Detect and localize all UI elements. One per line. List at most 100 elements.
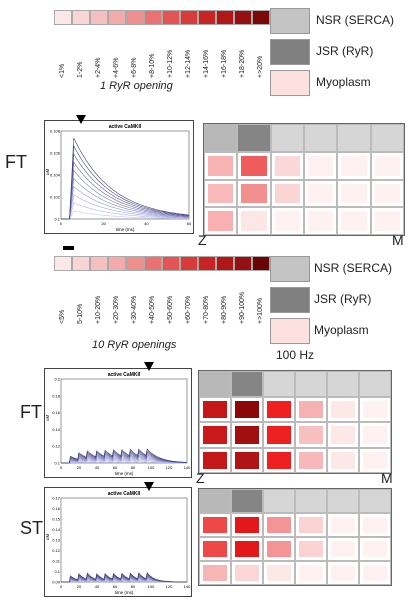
heatmap-cell-fill xyxy=(363,400,387,418)
heatmap-cell xyxy=(370,151,404,180)
heatmap-header-cell xyxy=(270,124,304,152)
y-tick-label: 0.102 xyxy=(50,195,61,200)
heatmap-cell-fill xyxy=(203,565,227,581)
heatmap-cell xyxy=(199,537,231,561)
heatmap-header-cell xyxy=(199,489,231,513)
scale-swatch xyxy=(198,10,216,25)
y-tick-label: 0.16 xyxy=(52,410,61,415)
x-tick-label: 60 xyxy=(113,584,118,589)
heatmap-cell-fill xyxy=(267,400,291,418)
y-tick-label: 0.104 xyxy=(50,173,61,178)
y-tick-label: 0.12 xyxy=(52,548,61,553)
heatmap-cell xyxy=(270,179,304,208)
heatmap-cell-fill xyxy=(299,451,323,469)
y-axis-label: uM xyxy=(45,414,50,421)
x-tick-label: 0 xyxy=(60,584,63,589)
heatmap-cell xyxy=(327,422,359,448)
heatmap-cell-fill xyxy=(241,155,267,176)
heatmap-cell xyxy=(359,537,391,561)
heatmap-grid-st xyxy=(198,488,392,586)
plot-series-line xyxy=(61,177,190,220)
heatmap-header-cell xyxy=(327,489,359,513)
scale-tick-label: +14-16% xyxy=(203,49,210,78)
heatmap-cell xyxy=(204,179,238,208)
scale-swatch xyxy=(234,10,252,25)
heatmap-cell xyxy=(295,561,327,585)
heatmap-cell xyxy=(237,179,271,208)
y-tick-label: 0.14 xyxy=(52,427,61,432)
heatmap-cell-fill xyxy=(235,541,259,557)
heatmap-cell-fill xyxy=(363,565,387,581)
heatmap-header-cell xyxy=(370,124,404,152)
plot-series-line xyxy=(61,461,187,464)
scale-swatch xyxy=(144,256,162,271)
heatmap-cell-fill xyxy=(363,451,387,469)
heatmap-cell-fill xyxy=(235,426,259,444)
x-tick-label: 100 xyxy=(148,465,155,470)
legend-label: Myoplasm xyxy=(314,323,369,337)
plot-series-line xyxy=(61,186,190,220)
plot-series-line xyxy=(61,571,187,583)
heatmap-cell-fill xyxy=(274,155,300,176)
x-tick-label: 20 xyxy=(77,584,82,589)
heatmap-cell xyxy=(327,396,359,422)
heatmap-cell xyxy=(237,151,271,180)
heatmap-cell xyxy=(303,151,338,180)
heatmap-cell xyxy=(337,151,371,180)
scale-swatch xyxy=(90,256,108,271)
y-tick-label: 0.12 xyxy=(52,444,61,449)
y-axis-label: uM xyxy=(45,168,50,175)
y-tick-label: 0.17 xyxy=(52,496,61,501)
heatmap-cell xyxy=(231,513,263,537)
plot-series-line xyxy=(61,202,189,220)
scale-swatch xyxy=(234,256,252,271)
m-label-bottom: M xyxy=(381,470,393,486)
scale-swatch xyxy=(72,256,90,271)
st-label: ST xyxy=(20,518,44,538)
plot-title: active CaMKII xyxy=(109,124,142,130)
x-axis-label: time (ms) xyxy=(115,471,134,476)
time-marker-icon xyxy=(144,482,154,491)
legend-swatch xyxy=(270,318,310,344)
compartment-legend-top: NSR (SERCA) JSR (RyR) Myoplasm xyxy=(270,8,410,108)
heatmap-header-cell xyxy=(295,489,327,513)
camkii-plot-ft: active CaMKII 0.2 0.18 0.16 0.14 0.12 0.1 0 20 40… xyxy=(44,368,192,478)
plot-series-line xyxy=(61,161,190,220)
heatmap-header-cell xyxy=(359,371,391,397)
heatmap-cell-fill xyxy=(208,155,234,176)
heatmap-cell-fill xyxy=(331,400,355,418)
heatmap-cell-fill xyxy=(331,451,355,469)
heatmap-cell-fill xyxy=(331,517,355,533)
legend-label: NSR (SERCA) xyxy=(316,13,395,27)
scale-tick-label: +16-18% xyxy=(221,49,228,78)
heatmap-cell-fill xyxy=(241,183,267,204)
x-tick-label: 40 xyxy=(95,465,100,470)
heatmap-cell xyxy=(327,513,359,537)
x-axis-label: time (ms) xyxy=(115,590,134,595)
heatmap-cell-fill xyxy=(374,155,400,176)
heatmap-cell-fill xyxy=(307,183,334,204)
heatmap-header-cell xyxy=(263,489,295,513)
x-axis-label: time (ms) xyxy=(116,227,135,232)
plot-frame xyxy=(60,378,188,464)
plot-series-line xyxy=(61,145,190,220)
heatmap-cell-fill xyxy=(374,211,400,231)
heatmap-cell xyxy=(199,447,231,473)
heatmap-cell xyxy=(231,561,263,585)
heatmap-cell xyxy=(263,537,295,561)
heatmap-cell-fill xyxy=(203,400,227,418)
heatmap-cell xyxy=(337,207,371,235)
camkii-plot-single: active CaMKII 0.108 0.106 0.104 0.102 0.1 0 20 4… xyxy=(44,120,194,234)
heatmap-cell xyxy=(337,179,371,208)
scale-swatch xyxy=(54,10,72,25)
y-tick-label: 0.1 xyxy=(54,217,60,222)
plot-series-line xyxy=(61,153,190,220)
x-tick-label: 80 xyxy=(131,465,136,470)
heatmap-header-cell xyxy=(327,371,359,397)
scale-swatch xyxy=(162,10,180,25)
heatmap-cell xyxy=(263,561,295,585)
x-tick-label: 80 xyxy=(131,584,136,589)
scale-tick-label: +40-50% xyxy=(149,295,156,324)
heatmap-cell-fill xyxy=(331,426,355,444)
heatmap-cell xyxy=(295,396,327,422)
